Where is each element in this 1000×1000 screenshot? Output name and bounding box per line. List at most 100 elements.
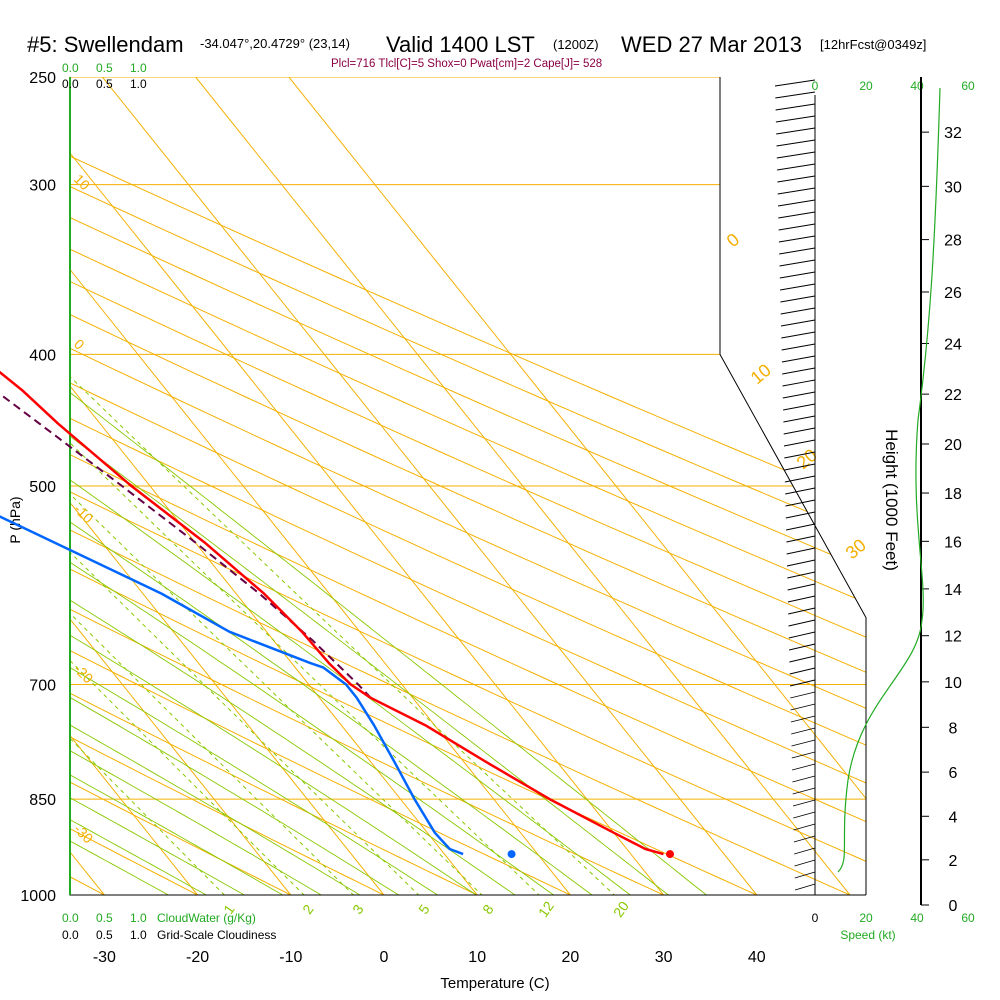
cloudiness-top-tick: 0.5: [96, 77, 113, 91]
dewpoint-trace: [0, 515, 464, 856]
dry-adiabat-label: -30: [71, 821, 97, 847]
mixing-ratio-label: 8: [479, 901, 497, 917]
cloudiness-bottom-tick: 0.0: [62, 928, 79, 942]
wind-barbs: [774, 79, 816, 891]
wind-barb: [793, 835, 816, 843]
height-tick-label: 4: [949, 809, 958, 826]
dry-adiabat-label: 10: [71, 171, 93, 193]
moist-adiabat-line: [70, 77, 296, 895]
surface-temperature-point: [666, 850, 675, 859]
dry-adiabat-line: [70, 77, 866, 895]
height-tick-label: 2: [949, 853, 958, 870]
wind-barb: [775, 115, 816, 123]
speed-bottom-tick: 60: [961, 911, 975, 925]
dry-adiabat-line: [70, 77, 866, 895]
wind-barb: [786, 547, 816, 555]
wind-barb: [791, 763, 816, 771]
moist-adiabat-line: [70, 77, 371, 895]
moist-adiabat-line: [70, 77, 408, 895]
wind-barb: [781, 343, 816, 351]
isotherm-label: 10: [747, 360, 775, 388]
isotherm-line: [269, 77, 866, 895]
height-tick-label: 16: [944, 534, 962, 551]
wind-barb: [777, 187, 816, 195]
temperature-tick-label: -20: [186, 949, 209, 966]
wind-barb: [777, 199, 816, 207]
height-tick-label: 6: [949, 765, 958, 782]
wind-barb: [785, 499, 816, 507]
moist-adiabat-line: [70, 77, 557, 895]
cloudwater-label: CloudWater (g/Kg): [157, 911, 256, 925]
wind-barb: [783, 415, 816, 423]
isotherm-line: [70, 77, 408, 895]
wind-barb: [775, 91, 816, 99]
wind-barb: [781, 355, 816, 363]
wind-barb: [783, 439, 816, 447]
isotherm-label: 30: [842, 535, 870, 563]
temperature-tick-label: 40: [748, 949, 766, 966]
isotherm-line: [82, 77, 781, 895]
cloudiness-bottom-tick: 1.0: [130, 928, 147, 942]
speed-axis-label: Speed (kt): [840, 928, 895, 942]
isotherm-line: [175, 77, 866, 895]
wind-barb: [791, 739, 816, 747]
wind-barb: [783, 403, 816, 411]
wind-barb: [785, 487, 816, 495]
moist-adiabat-line: [70, 77, 221, 895]
height-tick-label: 22: [944, 387, 962, 404]
surface-dewpoint-point: [507, 850, 516, 859]
isotherm-line: [70, 77, 128, 895]
pressure-tick-label: 850: [29, 792, 56, 809]
temperature-tick-label: -10: [279, 949, 302, 966]
moist-adiabat-line: [70, 77, 743, 895]
wind-barb: [788, 607, 816, 615]
height-tick-label: 32: [944, 125, 962, 142]
moist-adiabat-line: [70, 77, 594, 895]
dry-adiabat-line: [70, 77, 727, 895]
wind-speed-profile: [837, 87, 941, 873]
wind-barb: [777, 163, 816, 171]
dry-adiabat-line: [70, 77, 349, 895]
valid-date: WED 27 Mar 2013: [621, 32, 802, 57]
moist-adiabat-line: [70, 77, 333, 895]
height-tick-label: 28: [944, 233, 962, 250]
wind-barb: [778, 235, 816, 243]
cloudiness-top-tick: 1.0: [130, 77, 147, 91]
wind-barb: [794, 871, 816, 879]
wind-barb: [794, 883, 816, 891]
height-tick-label: 30: [944, 179, 962, 196]
wind-barb: [776, 151, 816, 159]
wind-barb: [777, 175, 816, 183]
isotherm-line: [70, 77, 501, 895]
dry-adiabat-line: [70, 77, 538, 895]
cloudwater-bottom-tick: 0.0: [62, 911, 79, 925]
wind-barb: [791, 727, 816, 735]
speed-top-tick: 60: [961, 79, 975, 93]
dry-adiabat-line: [70, 77, 866, 895]
wind-barb: [789, 655, 816, 663]
isotherm-label: 0: [723, 229, 744, 251]
wind-barb: [786, 523, 816, 531]
pressure-tick-label: 1000: [20, 888, 56, 905]
speed-top-tick: 0: [812, 79, 819, 93]
wind-barb: [782, 367, 816, 375]
height-tick-label: 14: [944, 582, 962, 599]
temperature-tick-label: 10: [468, 949, 486, 966]
moist-adiabat-line: [70, 77, 482, 895]
dry-adiabat-line: [70, 77, 866, 895]
wind-barb: [787, 583, 816, 591]
isotherm-label: 20: [793, 445, 821, 473]
height-axis-title: Height (1000 Feet): [882, 429, 901, 571]
height-tick-label: 26: [944, 285, 962, 302]
wind-barb: [789, 679, 816, 687]
temperature-trace: [0, 370, 664, 856]
forecast-info: [12hrFcst@0349z]: [820, 37, 927, 52]
dry-adiabat-line: [70, 77, 866, 895]
plot-right-boundary: [719, 77, 867, 895]
dry-adiabat-line: [70, 77, 633, 895]
isotherm-line: [70, 77, 315, 895]
height-tick-label: 24: [944, 336, 962, 353]
wind-barb: [793, 823, 816, 831]
